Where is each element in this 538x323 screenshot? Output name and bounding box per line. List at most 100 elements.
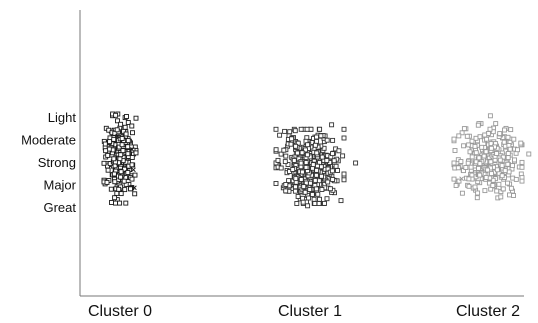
data-point: [508, 185, 514, 191]
data-point: [122, 187, 128, 193]
data-point: [488, 141, 494, 147]
data-point: [287, 129, 293, 135]
data-point: [330, 137, 336, 143]
data-point: [300, 195, 306, 201]
data-point: [459, 190, 465, 196]
data-point: [303, 160, 309, 165]
data-point: [101, 160, 107, 166]
data-point: [128, 186, 133, 192]
data-point: [299, 150, 305, 156]
data-point: [461, 126, 467, 132]
data-point: [115, 133, 120, 139]
data-point: [283, 182, 289, 187]
data-point: [333, 163, 339, 169]
data-point: [303, 147, 308, 153]
data-point: [502, 127, 507, 133]
data-point: [341, 177, 347, 183]
data-point: [114, 190, 120, 196]
data-point: [115, 118, 120, 124]
data-point: [336, 148, 342, 154]
data-point: [497, 131, 503, 137]
data-point: [118, 191, 124, 197]
data-point: [273, 147, 279, 153]
data-point: [285, 162, 291, 167]
data-point: [132, 185, 137, 191]
data-point: [338, 198, 344, 204]
data-point: [500, 186, 506, 192]
data-point: [294, 201, 300, 206]
data-point: [282, 159, 288, 165]
data-point: [312, 201, 318, 206]
data-point: [451, 176, 457, 182]
data-point: [283, 188, 289, 194]
data-point: [469, 154, 475, 160]
data-point: [485, 167, 491, 173]
data-point: [125, 170, 131, 175]
data-point: [309, 192, 315, 197]
data-point: [306, 195, 312, 201]
data-point: [312, 177, 318, 183]
data-point: [133, 150, 139, 156]
data-point: [314, 167, 320, 173]
data-point: [501, 139, 507, 145]
data-point: [112, 195, 118, 201]
data-point: [294, 150, 300, 156]
y-tick-labels: Light Moderate Strong Major Great: [21, 110, 77, 215]
data-point: [132, 172, 138, 178]
data-point: [131, 167, 136, 173]
data-point: [451, 160, 457, 166]
data-point: [125, 120, 131, 125]
data-point: [114, 127, 120, 133]
data-point: [508, 127, 514, 133]
data-point: [118, 174, 124, 180]
data-point: [510, 163, 515, 169]
y-tick-label: Strong: [38, 155, 76, 170]
data-point: [512, 157, 517, 163]
data-point: [281, 147, 287, 153]
data-point: [119, 136, 125, 141]
data-point: [341, 135, 347, 141]
data-point: [129, 155, 135, 160]
data-point: [107, 139, 113, 145]
data-point: [300, 199, 306, 205]
data-point: [341, 126, 347, 132]
data-point: [473, 150, 479, 156]
data-point: [315, 191, 321, 197]
data-point: [453, 183, 459, 188]
data-point: [494, 151, 500, 156]
data-point: [353, 160, 359, 166]
data-point: [481, 153, 487, 159]
data-point: [118, 121, 124, 127]
data-point: [109, 200, 114, 205]
data-point: [105, 167, 111, 173]
data-point: [104, 179, 110, 185]
data-point: [488, 159, 494, 165]
data-point: [305, 142, 311, 148]
data-point: [511, 193, 516, 198]
data-point: [475, 190, 481, 196]
data-point: [105, 152, 111, 158]
data-point: [327, 186, 333, 192]
data-point: [133, 115, 139, 121]
data-point: [312, 142, 318, 148]
data-point: [324, 196, 330, 202]
data-point: [314, 150, 320, 156]
data-point: [310, 162, 316, 168]
data-point: [311, 196, 317, 202]
data-point: [314, 134, 319, 140]
data-point: [502, 168, 508, 174]
data-point: [472, 184, 478, 190]
data-point: [477, 172, 483, 178]
data-point: [278, 165, 284, 171]
data-point: [519, 164, 525, 170]
data-point: [113, 112, 119, 118]
data-point: [282, 128, 288, 134]
points-layer: [101, 111, 532, 209]
data-point: [313, 186, 319, 192]
data-point: [493, 121, 499, 127]
data-point: [464, 133, 470, 139]
data-point: [304, 152, 310, 158]
data-point: [461, 143, 467, 149]
data-point: [519, 159, 525, 165]
x-tick-labels: Cluster 0 Cluster 1 Cluster 2: [88, 303, 520, 320]
